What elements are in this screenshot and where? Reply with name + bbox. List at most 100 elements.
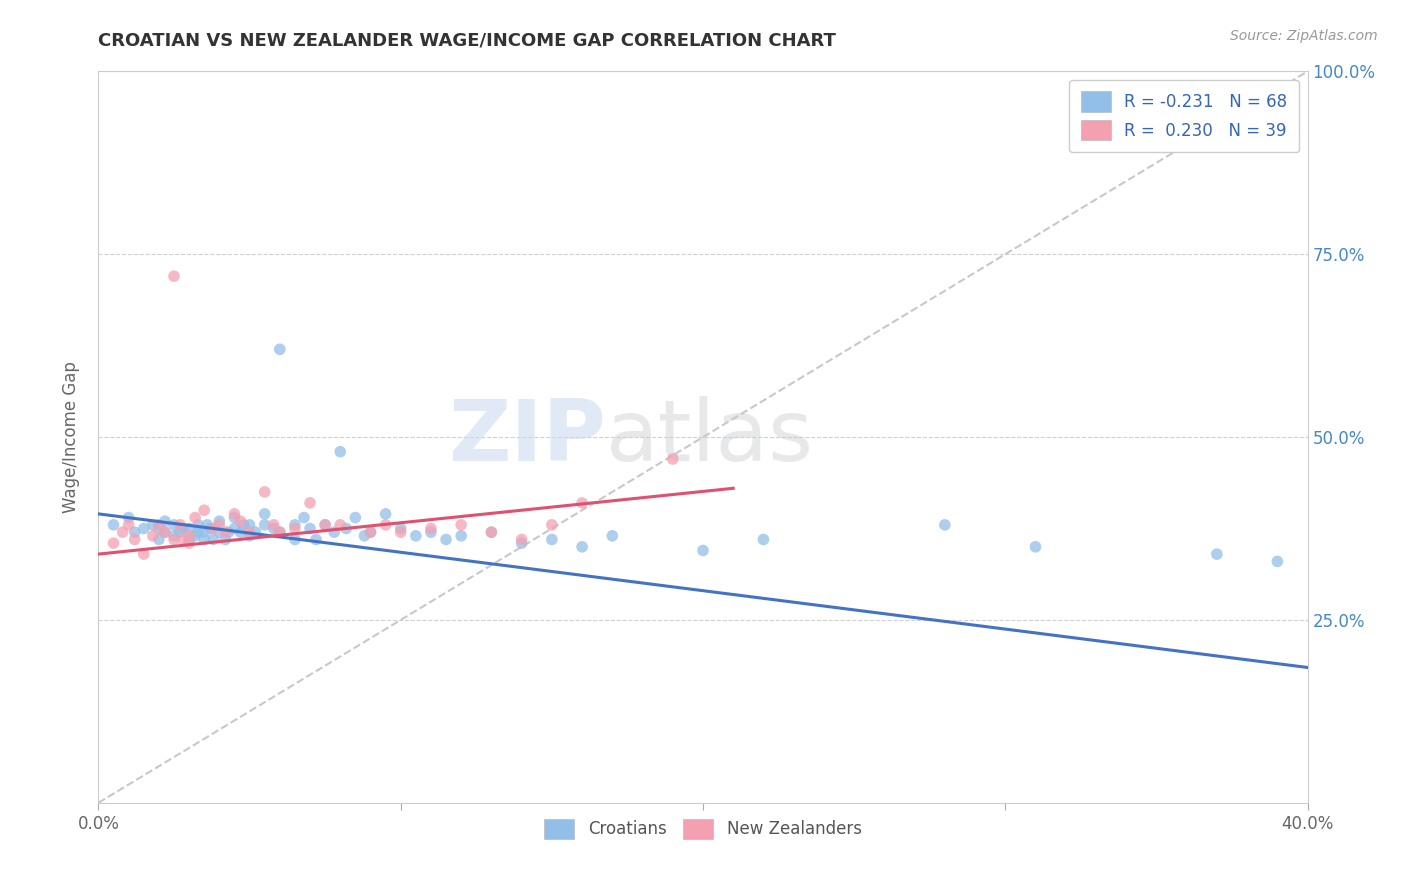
Point [481,525,503,540]
Point [224,521,246,535]
Point [163,533,186,547]
Point [214,533,236,547]
Point [179,536,201,550]
Point [124,533,146,547]
Point [224,507,246,521]
Point [1206,547,1229,561]
Point [323,525,346,540]
Point [208,525,231,540]
Point [1024,540,1046,554]
Point [142,529,165,543]
Point [540,533,562,547]
Point [571,496,593,510]
Point [420,525,443,540]
Point [153,525,176,540]
Point [195,517,218,532]
Point [329,444,352,458]
Point [389,525,412,540]
Point [253,507,276,521]
Point [148,521,170,535]
Point [263,517,285,532]
Point [934,517,956,532]
Point [153,525,176,540]
Point [187,517,209,532]
Point [103,536,125,550]
Point [245,525,267,540]
Point [292,510,315,524]
Point [284,517,307,532]
Point [232,517,254,532]
Point [239,517,262,532]
Point [405,529,427,543]
Point [389,521,412,535]
Point [172,533,194,547]
Point [1267,554,1289,568]
Point [420,521,443,535]
Point [360,525,382,540]
Point [602,529,624,543]
Point [269,525,291,540]
Point [111,525,134,540]
Point [169,525,191,540]
Point [202,533,225,547]
Point [214,525,236,540]
Point [163,529,186,543]
Point [224,510,246,524]
Point [163,517,186,532]
Point [299,521,322,535]
Point [208,517,231,532]
Point [229,514,252,528]
Point [148,533,170,547]
Point [510,533,533,547]
Point [187,525,209,540]
Point [148,517,170,532]
Point [142,517,165,532]
Point [335,521,357,535]
Point [305,533,328,547]
Point [217,525,239,540]
Point [132,521,155,535]
Point [284,521,307,535]
Point [184,529,207,543]
Point [450,517,472,532]
Point [661,452,683,467]
Point [179,533,201,547]
Point [253,485,276,500]
Point [153,514,176,528]
Point [374,517,396,532]
Point [118,510,141,524]
Point [360,525,382,540]
Point [179,521,201,535]
Point [263,521,285,535]
Point [118,517,141,532]
Point [193,525,215,540]
Point [229,525,252,540]
Point [284,533,307,547]
Point [269,343,291,357]
Legend: Croatians, New Zealanders: Croatians, New Zealanders [537,812,869,846]
Point [193,503,215,517]
Point [169,517,191,532]
Point [172,521,194,535]
Point [510,536,533,550]
Point [253,517,276,532]
Point [269,525,291,540]
Point [193,533,215,547]
Y-axis label: Wage/Income Gap: Wage/Income Gap [62,361,80,513]
Point [103,517,125,532]
Point [374,507,396,521]
Text: ZIP: ZIP [449,395,606,479]
Point [329,517,352,532]
Point [752,533,775,547]
Point [353,529,375,543]
Point [571,540,593,554]
Text: Source: ZipAtlas.com: Source: ZipAtlas.com [1230,29,1378,43]
Point [132,547,155,561]
Point [208,514,231,528]
Point [450,529,472,543]
Point [314,517,336,532]
Point [344,510,367,524]
Text: CROATIAN VS NEW ZEALANDER WAGE/INCOME GAP CORRELATION CHART: CROATIAN VS NEW ZEALANDER WAGE/INCOME GA… [98,31,837,49]
Point [692,543,714,558]
Point [314,517,336,532]
